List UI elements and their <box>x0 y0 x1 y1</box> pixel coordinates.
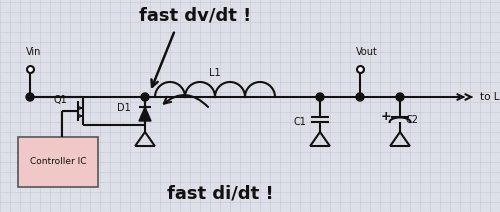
Text: L1: L1 <box>209 68 221 78</box>
Text: fast di/dt !: fast di/dt ! <box>166 185 274 203</box>
FancyBboxPatch shape <box>18 137 98 187</box>
Text: Vin: Vin <box>26 47 42 57</box>
Circle shape <box>141 93 149 101</box>
Text: C2: C2 <box>406 115 419 125</box>
Text: D1: D1 <box>117 103 131 113</box>
FancyArrowPatch shape <box>164 95 208 107</box>
Text: to Load: to Load <box>480 92 500 102</box>
Text: fast dv/dt !: fast dv/dt ! <box>139 7 251 25</box>
Circle shape <box>26 93 34 101</box>
Text: Vout: Vout <box>356 47 378 57</box>
Polygon shape <box>139 107 151 121</box>
Circle shape <box>396 93 404 101</box>
Circle shape <box>316 93 324 101</box>
Text: Controller IC: Controller IC <box>30 158 86 166</box>
Circle shape <box>356 93 364 101</box>
Text: C1: C1 <box>294 117 307 127</box>
Text: +: + <box>380 110 392 124</box>
Text: Q1: Q1 <box>53 95 67 105</box>
